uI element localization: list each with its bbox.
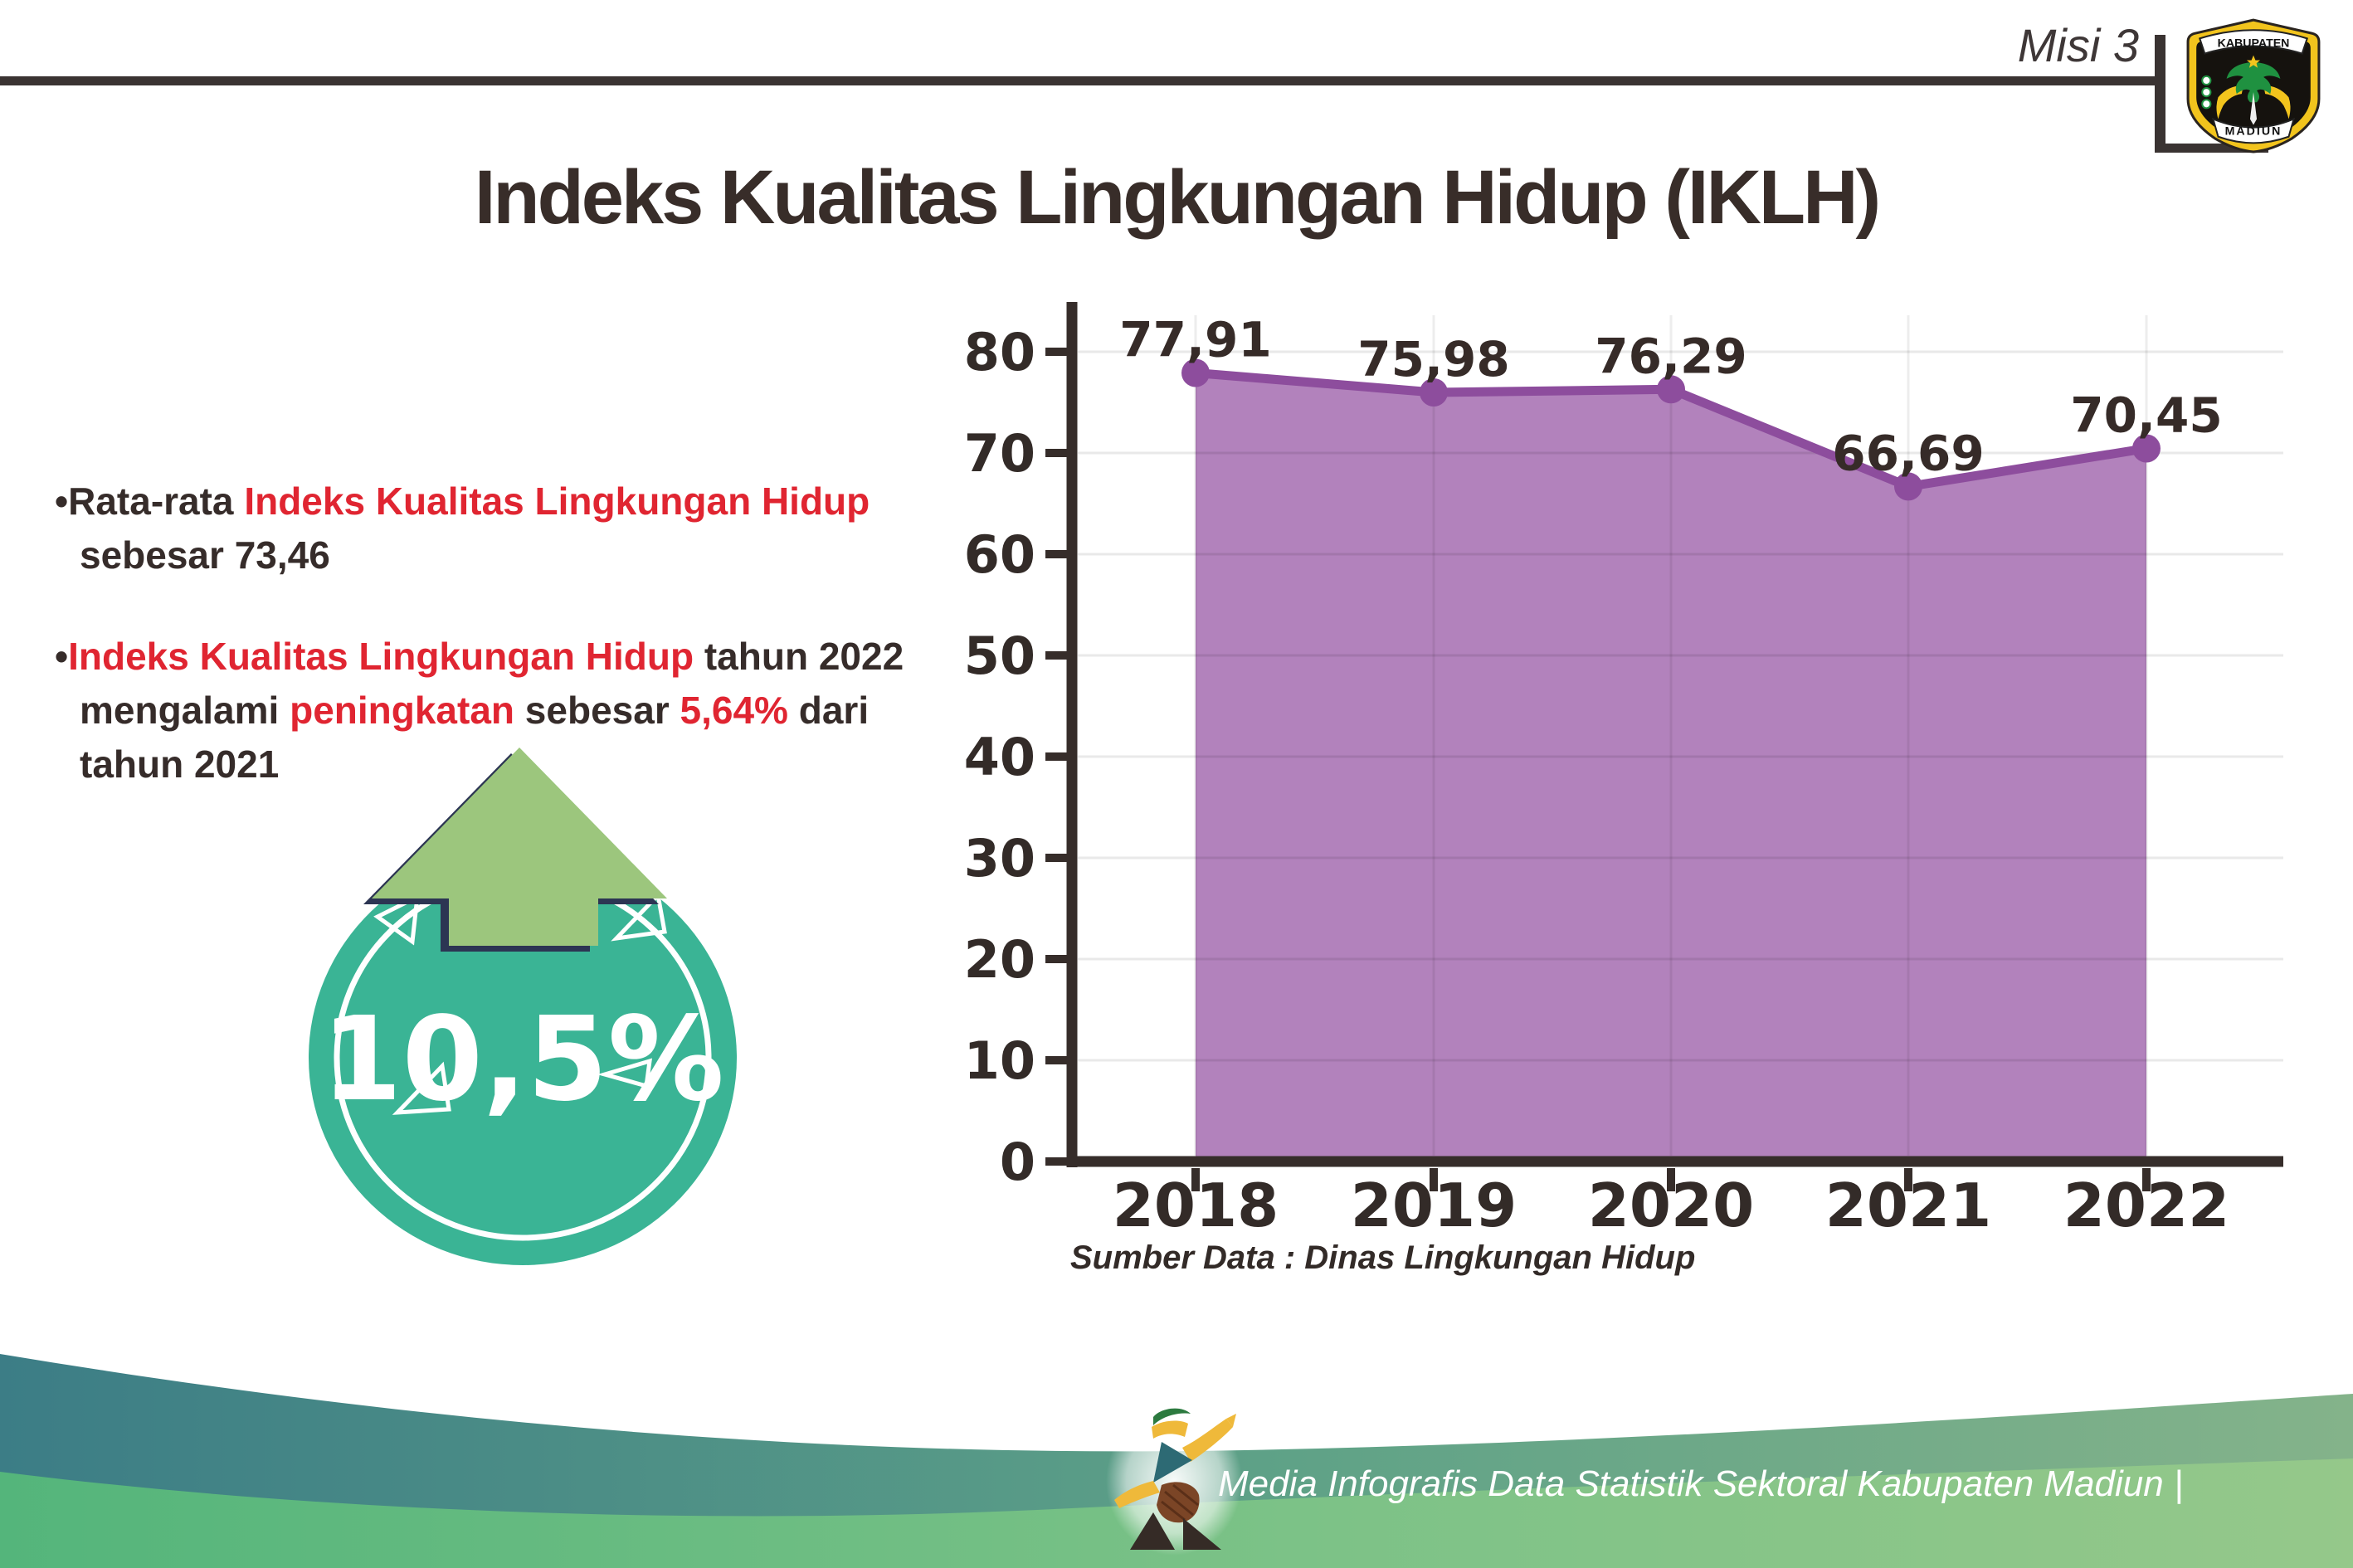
x-tick-label: 2018 — [1113, 1171, 1279, 1240]
y-tick-label: 20 — [964, 929, 1035, 990]
header-rule — [0, 76, 2155, 85]
value-label: 70,45 — [2070, 387, 2222, 444]
y-tick-label: 50 — [964, 626, 1035, 686]
x-tick-label: 2021 — [1825, 1171, 1991, 1240]
data-point — [1181, 358, 1210, 387]
bullet-text: Rata-rata Indeks Kualitas Lingkungan Hid… — [68, 480, 870, 577]
bullet-marker: • — [55, 634, 69, 678]
source-note: Sumber Data : Dinas Lingkungan Hidup — [1070, 1239, 1696, 1276]
badge-sparkle — [373, 893, 420, 946]
misi-label: Misi 3 — [2017, 19, 2139, 71]
data-point — [1894, 472, 1922, 501]
y-tick-label: 60 — [964, 524, 1035, 585]
badge-sparkle — [611, 890, 667, 942]
badge-value: 10,5% — [321, 992, 724, 1127]
y-tick-label: 70 — [964, 423, 1035, 484]
mascot-icon — [1106, 1406, 1242, 1556]
kabupaten-madiun-logo-icon: KABUPATEN MADIUN — [2186, 18, 2321, 153]
y-tick-label: 0 — [1000, 1132, 1035, 1192]
logo-top-text: KABUPATEN — [2218, 37, 2290, 50]
value-label: 75,98 — [1357, 331, 1509, 387]
footer-teal-band — [0, 1354, 2353, 1517]
badge-circle — [309, 850, 737, 1265]
logo-bracket-vertical — [2155, 35, 2165, 153]
logo-bottom-text: MADIUN — [2225, 125, 2282, 139]
bullet-item: •Rata-rata Indeks Kualitas Lingkungan Hi… — [55, 475, 967, 583]
up-arrow-icon — [363, 747, 667, 952]
value-label: 76,29 — [1595, 328, 1746, 384]
bullet-text: Indeks Kualitas Lingkungan Hidup tahun 2… — [68, 634, 904, 786]
value-label: 66,69 — [1832, 425, 1984, 481]
bullet-item: •Indeks Kualitas Lingkungan Hidup tahun … — [55, 630, 967, 792]
logo-bracket-horizontal — [2155, 144, 2268, 153]
data-point — [2132, 434, 2161, 463]
y-tick-label: 10 — [964, 1030, 1035, 1091]
badge-sparkle — [392, 1061, 451, 1115]
x-tick-label: 2019 — [1351, 1171, 1517, 1240]
bullet-marker: • — [55, 480, 69, 523]
footer-credit: Media Infografis Data Statistik Sektoral… — [1218, 1463, 2184, 1504]
y-tick-label: 80 — [964, 322, 1035, 382]
page-title: Indeks Kualitas Lingkungan Hidup (IKLH) — [474, 154, 1881, 240]
data-point — [1420, 378, 1448, 407]
area-fill — [1196, 373, 2146, 1161]
iklh-chart: 77,91 75,98 76,29 66,69 70,45 0 10 20 30 40 50 60 70… — [946, 290, 2323, 1265]
value-label: 77,91 — [1119, 312, 1271, 368]
bullet-list: •Rata-rata Indeks Kualitas Lingkungan Hi… — [55, 475, 967, 792]
data-point — [1657, 375, 1685, 404]
badge-sparkle — [597, 1058, 652, 1089]
y-tick-label: 40 — [964, 727, 1035, 787]
x-tick-label: 2020 — [1588, 1171, 1754, 1240]
y-tick-label: 30 — [964, 828, 1035, 889]
x-tick-label: 2022 — [2063, 1171, 2229, 1240]
increase-badge: 10,5% — [309, 747, 737, 1265]
iklh-chart-svg: 77,91 75,98 76,29 66,69 70,45 0 10 20 30 40 50 60 70… — [964, 302, 2283, 1240]
